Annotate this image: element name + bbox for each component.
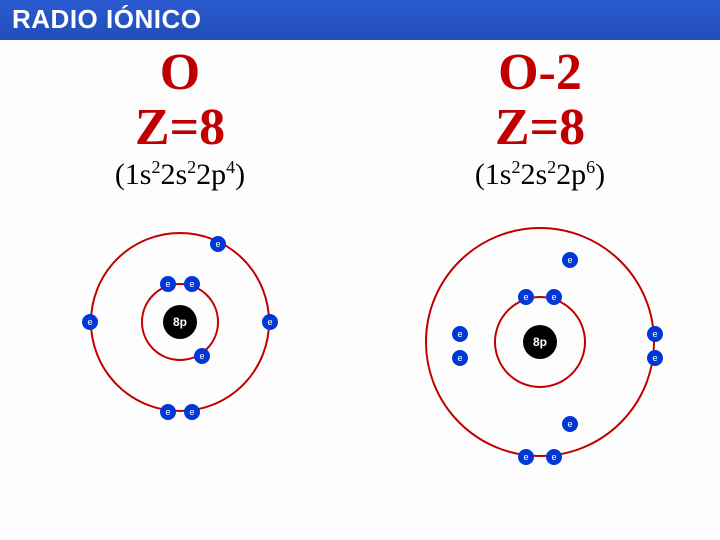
cfg-sup: 4 bbox=[226, 157, 235, 177]
oxygen-anion-symbol: O-2 Z=8 bbox=[495, 46, 585, 155]
electron: e bbox=[160, 404, 176, 420]
electron: e bbox=[546, 449, 562, 465]
symbol-line2: Z=8 bbox=[135, 99, 225, 156]
cfg-part: 2s bbox=[160, 158, 187, 191]
electron: e bbox=[518, 289, 534, 305]
electron: e bbox=[562, 416, 578, 432]
oxygen-anion-column: O-2 Z=8 (1s22s22p6) 8peeeeeeeeee bbox=[360, 40, 720, 540]
nucleus: 8p bbox=[163, 305, 197, 339]
electron: e bbox=[546, 289, 562, 305]
electron: e bbox=[194, 348, 210, 364]
cfg-part: 2s bbox=[520, 158, 547, 191]
electron: e bbox=[184, 276, 200, 292]
content-columns: O Z=8 (1s22s22p4) 8peeeeeeee O-2 Z=8 (1s… bbox=[0, 40, 720, 540]
cfg-part: (1s bbox=[115, 158, 152, 191]
cfg-part: 2p bbox=[196, 158, 226, 191]
page-title: RADIO IÓNICO bbox=[12, 4, 201, 34]
electron: e bbox=[647, 326, 663, 342]
electron: e bbox=[184, 404, 200, 420]
title-bar: RADIO IÓNICO bbox=[0, 0, 720, 40]
oxygen-neutral-column: O Z=8 (1s22s22p4) 8peeeeeeee bbox=[0, 40, 360, 540]
cfg-part: ) bbox=[595, 158, 605, 191]
oxygen-neutral-config: (1s22s22p4) bbox=[115, 157, 245, 192]
electron: e bbox=[452, 326, 468, 342]
oxygen-anion-config: (1s22s22p6) bbox=[475, 157, 605, 192]
symbol-line1: O bbox=[160, 44, 200, 101]
electron: e bbox=[160, 276, 176, 292]
electron: e bbox=[518, 449, 534, 465]
electron: e bbox=[562, 252, 578, 268]
oxygen-neutral-symbol: O Z=8 bbox=[135, 46, 225, 155]
cfg-part: ) bbox=[235, 158, 245, 191]
cfg-sup: 6 bbox=[586, 157, 595, 177]
cfg-sup: 2 bbox=[187, 157, 196, 177]
symbol-line2: Z=8 bbox=[495, 99, 585, 156]
cfg-part: 2p bbox=[556, 158, 586, 191]
electron: e bbox=[262, 314, 278, 330]
cfg-sup: 2 bbox=[547, 157, 556, 177]
symbol-line1: O-2 bbox=[498, 44, 582, 101]
cfg-part: (1s bbox=[475, 158, 512, 191]
electron: e bbox=[647, 350, 663, 366]
nucleus: 8p bbox=[523, 325, 557, 359]
oxygen-neutral-atom: 8peeeeeeee bbox=[70, 212, 290, 432]
electron: e bbox=[82, 314, 98, 330]
electron: e bbox=[452, 350, 468, 366]
electron: e bbox=[210, 236, 226, 252]
oxygen-anion-atom: 8peeeeeeeeee bbox=[410, 212, 670, 472]
